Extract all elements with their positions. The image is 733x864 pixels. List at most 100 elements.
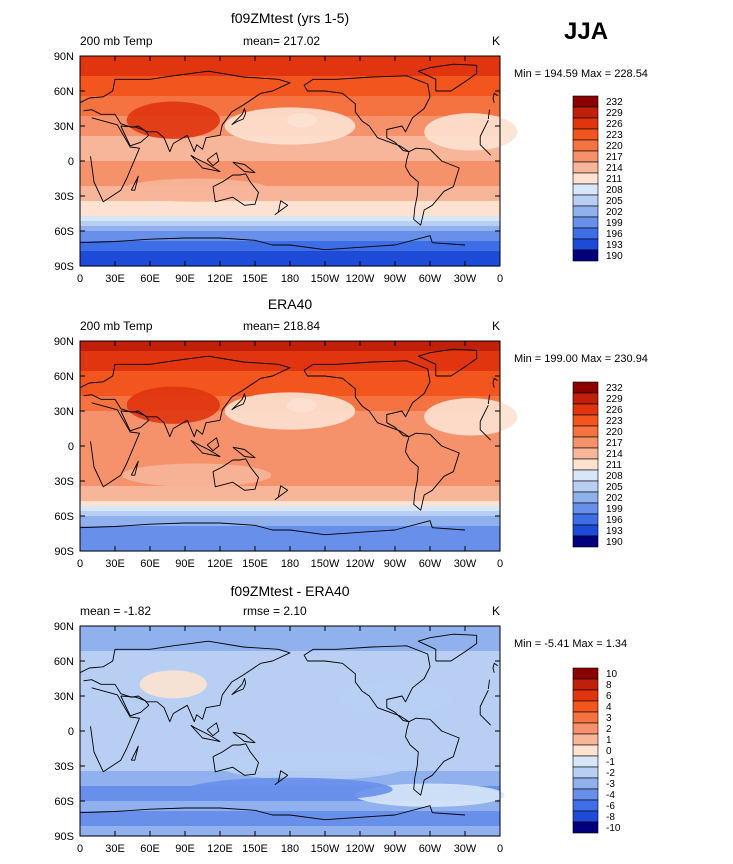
coastline <box>231 393 247 411</box>
colorbar-swatch <box>572 381 599 394</box>
colorbar-swatch <box>572 744 599 757</box>
coastline <box>274 200 289 216</box>
colorbar-label: -8 <box>606 812 615 823</box>
map-field <box>80 626 505 837</box>
coastline <box>212 743 259 776</box>
field-band <box>80 456 500 462</box>
coastline <box>120 410 150 432</box>
field-anomaly <box>122 463 272 487</box>
colorbar-swatch <box>572 392 599 405</box>
field-band <box>80 66 500 72</box>
field-band <box>80 61 500 67</box>
coastline <box>274 485 289 501</box>
colorbar-swatch <box>572 469 599 482</box>
colorbar-swatch <box>572 689 599 702</box>
lon-tick-label: 60W <box>419 843 442 855</box>
colorbar-label: -3 <box>606 779 615 790</box>
colorbar-label: 220 <box>606 427 623 438</box>
field-band <box>80 441 500 447</box>
field-band <box>80 746 500 752</box>
coastline <box>289 235 466 251</box>
colorbar-label: 196 <box>606 229 623 240</box>
panel-left-label: mean = -1.82 <box>80 604 152 618</box>
coastline <box>79 70 291 153</box>
colorbar-swatch <box>572 216 599 229</box>
lon-tick-label: 60E <box>140 558 160 570</box>
coastline <box>206 152 220 167</box>
field-band <box>80 701 500 707</box>
lon-tick-label: 120E <box>207 558 233 570</box>
colorbar-label: 8 <box>606 680 612 691</box>
coastline <box>79 640 291 723</box>
field-band <box>80 366 500 372</box>
lat-tick-label: 90S <box>54 831 74 843</box>
lon-tick-label: 120E <box>207 273 233 285</box>
field-band <box>80 481 500 487</box>
field-band <box>80 676 500 682</box>
field-anomaly <box>286 398 317 413</box>
field-band <box>80 816 500 822</box>
panel-minmax-label: Min = 199.00 Max = 230.94 <box>514 353 648 365</box>
coastline <box>190 724 221 742</box>
lon-tick-label: 180 <box>281 843 299 855</box>
colorbar-swatch <box>572 777 599 790</box>
field-band <box>80 801 500 807</box>
field-band <box>80 436 500 442</box>
panel-minmax-label: Min = 194.59 Max = 228.54 <box>514 68 648 80</box>
field-band <box>80 156 500 162</box>
field-band <box>80 346 500 352</box>
coastline <box>492 377 498 388</box>
lon-tick-label: 30E <box>105 843 125 855</box>
coastline <box>232 446 256 459</box>
field-band <box>80 71 500 77</box>
field-band <box>80 256 500 262</box>
colorbar-swatch <box>572 403 599 416</box>
panel-center-label: mean= 217.02 <box>243 34 321 48</box>
field-band <box>80 361 500 367</box>
field-anomaly <box>126 101 220 139</box>
lon-tick-label: 90W <box>384 273 407 285</box>
field-band <box>80 726 500 732</box>
lon-tick-label: 0 <box>77 558 83 570</box>
colorbar-swatch <box>572 667 599 680</box>
field-anomaly <box>220 752 407 780</box>
coastline <box>487 679 490 690</box>
colorbar-swatch <box>572 128 599 141</box>
colorbar-label: -6 <box>606 801 615 812</box>
lon-tick-label: 90E <box>175 843 195 855</box>
lat-tick-label: 60N <box>54 86 74 98</box>
field-band <box>80 536 500 542</box>
colorbar-swatch <box>572 788 599 801</box>
field-band <box>80 101 500 107</box>
field-band <box>80 476 500 482</box>
field-band <box>80 171 500 177</box>
colorbar-label: -4 <box>606 790 615 801</box>
field-band <box>80 451 500 457</box>
coastline <box>130 460 139 476</box>
coastline <box>479 404 489 422</box>
coastline <box>79 807 290 816</box>
coastline <box>231 678 247 696</box>
field-band <box>80 176 500 182</box>
colorbar-label: 226 <box>606 119 623 130</box>
field-band <box>80 146 500 152</box>
field-anomaly <box>187 777 393 801</box>
colorbar-label: -10 <box>606 823 621 834</box>
lon-tick-label: 30E <box>105 273 125 285</box>
panel-units-label: K <box>492 34 501 48</box>
field-band <box>80 661 500 667</box>
colorbar-label: 4 <box>606 702 612 713</box>
coastline <box>190 154 221 172</box>
lon-tick-label: 0 <box>497 843 503 855</box>
lat-tick-label: 90N <box>54 51 74 63</box>
field-band <box>80 431 500 437</box>
colorbar-label: 205 <box>606 482 623 493</box>
lat-tick-label: 60S <box>54 796 74 808</box>
field-band <box>80 166 500 172</box>
field-band <box>80 376 500 382</box>
coastline <box>492 662 498 673</box>
field-band <box>80 191 500 197</box>
field-band <box>80 706 500 712</box>
field-band <box>80 356 500 362</box>
